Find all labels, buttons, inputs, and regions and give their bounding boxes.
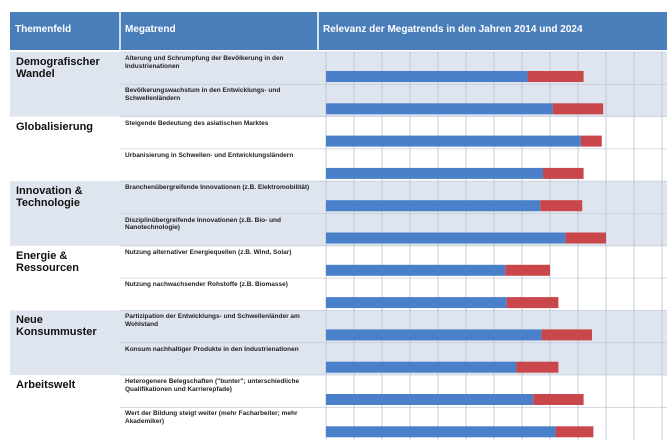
column-header: Relevanz der Megatrends in den Jahren 20…: [323, 24, 583, 35]
bar: [326, 329, 542, 341]
bar: [326, 426, 556, 438]
column-header: Themenfeld: [15, 24, 72, 35]
bar: [543, 167, 584, 179]
column-header: Megatrend: [125, 24, 176, 35]
theme-label: Energie & Ressourcen: [16, 249, 79, 274]
theme-label: Innovation & Technologie: [16, 185, 83, 210]
bar: [516, 361, 559, 373]
bar: [540, 200, 583, 212]
bar: [326, 167, 543, 179]
trend-label: Bevölkerungswachstum in den Entwicklungs…: [125, 87, 281, 102]
bar: [555, 426, 594, 438]
trend-label: Nutzung nachwachsender Rohstoffe (z.B. B…: [125, 281, 288, 289]
theme-label: Demografischer Wandel: [16, 56, 100, 80]
bar: [506, 297, 559, 309]
theme-label: Globalisierung: [16, 120, 94, 133]
trend-label: Konsum nachhaltiger Produkte in den Indu…: [125, 345, 299, 353]
bar: [326, 361, 517, 373]
bar: [533, 394, 584, 405]
trend-label: Partizipation der Entwicklungs- und Schw…: [125, 313, 300, 328]
bar: [527, 71, 584, 82]
bar: [326, 103, 553, 115]
trend-label: Disziplinübergreifende Innovationen (z.B…: [125, 216, 281, 232]
theme-label: Arbeitswelt: [16, 379, 76, 391]
trend-label: Wert der Bildung steigt weiter (mehr Fac…: [125, 410, 298, 425]
bar: [552, 103, 604, 115]
bar: [326, 71, 528, 82]
bar: [326, 200, 541, 212]
trend-label: Nutzung alternativer Energiequellen (z.B…: [125, 248, 292, 256]
bar: [580, 135, 602, 147]
bar: [541, 329, 592, 341]
trend-label: Urbanisierung in Schwellen- und Entwickl…: [125, 151, 294, 159]
trend-label: Heterogenere Belegschaften ("bunter"; un…: [125, 378, 300, 393]
bar: [326, 264, 506, 276]
trend-label: Steigende Bedeutung des asiatischen Mark…: [125, 119, 269, 127]
trend-label: Branchenübergreifende Innovationen (z.B.…: [125, 184, 310, 192]
theme-label: Neue Konsummuster: [16, 314, 97, 339]
bar: [565, 232, 606, 244]
trend-label: Alterung und Schrumpfung der Bevölkerung…: [125, 55, 284, 70]
bar: [505, 264, 550, 276]
bar: [326, 394, 534, 405]
bar: [326, 232, 566, 244]
bar: [326, 135, 581, 147]
bar: [326, 297, 507, 309]
